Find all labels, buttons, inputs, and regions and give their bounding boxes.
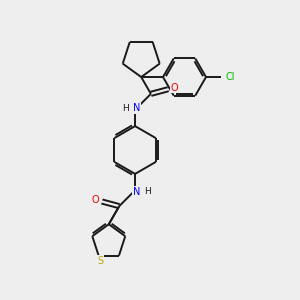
Text: N: N bbox=[133, 187, 140, 197]
Text: S: S bbox=[97, 256, 103, 266]
Text: O: O bbox=[171, 83, 178, 93]
Text: H: H bbox=[122, 104, 129, 113]
Text: N: N bbox=[133, 103, 140, 113]
Text: O: O bbox=[92, 195, 99, 205]
Text: Cl: Cl bbox=[225, 72, 235, 82]
Text: H: H bbox=[144, 187, 151, 196]
